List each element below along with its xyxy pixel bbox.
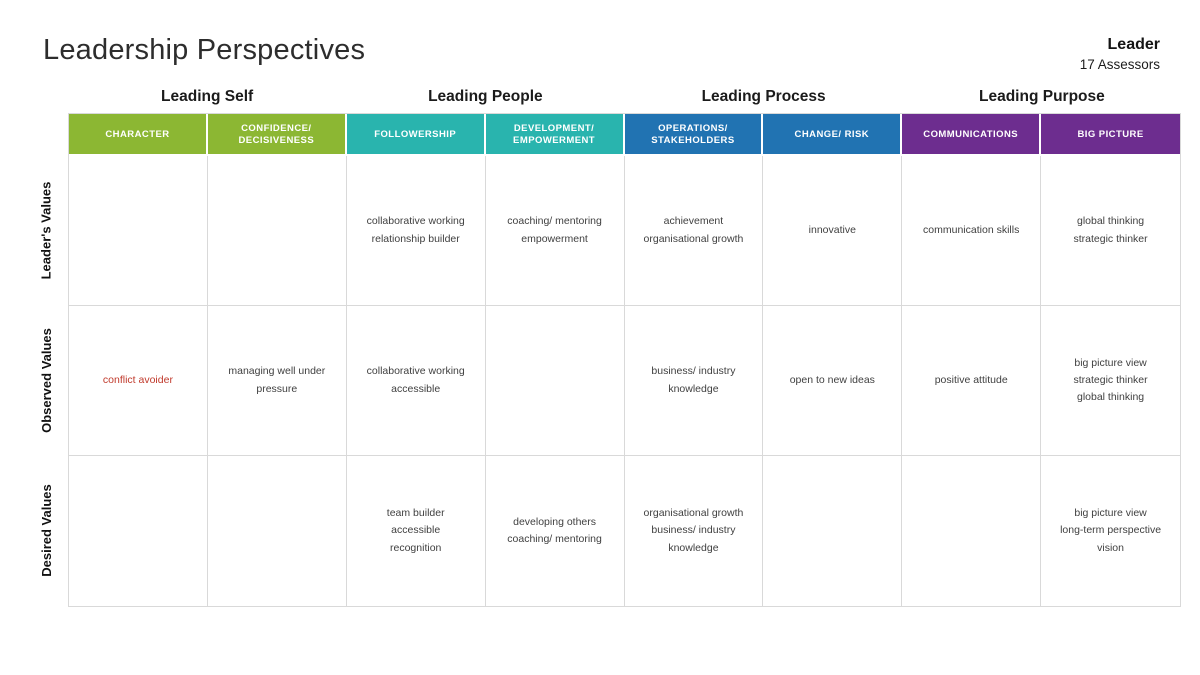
cell-value-line: innovative <box>808 223 856 236</box>
matrix-cell-r2-c7: positive attitude <box>902 306 1042 456</box>
cell-value-line: coaching/ mentoring <box>507 533 602 545</box>
matrix-cell-r2-c4 <box>485 306 625 456</box>
cell-value-line: team builder <box>386 507 445 520</box>
matrix-cell-r3-c7 <box>902 456 1042 606</box>
assessee-block: Leader 17 Assessors <box>1080 36 1160 72</box>
cell-value-line: business/ industry knowledge <box>651 365 736 395</box>
cell-value-line: communication skills <box>923 223 1020 236</box>
cell-value-line: accessible <box>391 382 441 395</box>
cell-value-line: organisational growth <box>643 232 744 245</box>
matrix-cell-r3-c4: developing others coaching/ mentoring <box>485 456 625 606</box>
cell-value-line: empowerment <box>521 232 588 245</box>
cell-value-line: managing well under pressure <box>228 365 326 395</box>
group-headers: Leading Self Leading People Leading Proces… <box>68 88 1181 106</box>
matrix-cell-r1-c6: innovative <box>763 156 903 306</box>
matrix-cell-r1-c3: collaborative working relationship builde… <box>346 156 486 306</box>
column-header-change-risk: CHANGE/ RISK <box>763 114 903 156</box>
cell-value-line: relationship builder <box>371 232 460 245</box>
matrix-cell-r3-c3: team builder accessible recognition <box>346 456 486 606</box>
cell-value-line: strategic thinker <box>1073 232 1148 245</box>
cell-value-line: global thinking <box>1076 391 1145 404</box>
matrix-cell-r3-c8: big picture view long-term perspective vis… <box>1041 456 1180 606</box>
cell-value-line: achievement <box>663 215 724 228</box>
matrix-cell-r1-c8: global thinking strategic thinker <box>1041 156 1180 306</box>
column-header-operations-stakeholders: OPERATIONS/ STAKEHOLDERS <box>624 114 764 156</box>
cell-value-line: organisational growth <box>643 507 744 520</box>
cell-value-line: accessible <box>391 524 441 537</box>
matrix-cell-r1-c7: communication skills <box>902 156 1042 306</box>
cell-value-line: collaborative working <box>366 215 465 228</box>
matrix-cell-r2-c6: open to new ideas <box>763 306 903 456</box>
matrix-cell-r1-c4: coaching/ mentoring empowerment <box>485 156 625 306</box>
cell-value-line: conflict avoider <box>102 373 173 386</box>
column-header-communications: COMMUNICATIONS <box>902 114 1042 156</box>
matrix-cell-r3-c1 <box>69 456 208 606</box>
cell-value-line: coaching/ mentoring <box>507 215 602 228</box>
row-label-desired-values: Desired Values <box>26 455 66 605</box>
row-label-text: Observed Values <box>38 327 54 433</box>
assessors-count: 17 Assessors <box>1079 57 1160 72</box>
matrix-cell-r1-c1 <box>69 156 208 306</box>
cell-value-line: positive attitude <box>934 373 1008 386</box>
row-label-text: Leader's Values <box>38 181 54 279</box>
column-header-confidence-decisiveness: CONFIDENCE/ DECISIVENESS <box>207 114 347 156</box>
column-header-development-empowerment: DEVELOPMENT/ EMPOWERMENT <box>485 114 625 156</box>
matrix-cell-r2-c5: business/ industry knowledge <box>624 306 764 456</box>
matrix-grid: CHARACTER CONFIDENCE/ DECISIVENESS FOLLOWE… <box>68 113 1181 607</box>
group-label-leading-people: Leading People <box>428 88 543 105</box>
matrix-cell-r2-c3: collaborative working accessible <box>346 306 486 456</box>
leadership-matrix: CHARACTER CONFIDENCE/ DECISIVENESS FOLLOWE… <box>68 113 1181 607</box>
cell-value-line: global thinking <box>1076 215 1145 228</box>
matrix-cell-r3-c6 <box>763 456 903 606</box>
cell-value-line: collaborative working <box>366 365 465 378</box>
column-header-big-picture: BIG PICTURE <box>1041 114 1180 156</box>
group-label-leading-purpose: Leading Purpose <box>979 88 1105 105</box>
group-label-leading-self: Leading Self <box>161 88 254 105</box>
matrix-cell-r3-c5: organisational growth business/ industry … <box>624 456 764 606</box>
row-labels: Leader's Values Observed Values Desired Va… <box>26 155 66 605</box>
cell-value-line: big picture view <box>1074 507 1147 520</box>
cell-value-line: recognition <box>390 541 442 554</box>
matrix-cell-r2-c2: managing well under pressure <box>207 306 347 456</box>
cell-value-line: vision <box>1097 541 1124 554</box>
cell-value-line: open to new ideas <box>789 373 875 386</box>
matrix-cell-r1-c5: achievement organisational growth <box>624 156 764 306</box>
row-label-observed-values: Observed Values <box>26 305 66 455</box>
assessee-name: Leader <box>1107 36 1160 53</box>
cell-value-line: developing others <box>513 515 597 528</box>
cell-value-line: business/ industry knowledge <box>651 524 736 554</box>
matrix-cell-r3-c2 <box>207 456 347 606</box>
group-label-leading-process: Leading Process <box>701 88 826 105</box>
row-label-text: Desired Values <box>38 483 54 577</box>
matrix-cell-r2-c1: conflict avoider <box>69 306 208 456</box>
cell-value-line: big picture view <box>1074 356 1147 369</box>
matrix-cell-r2-c8: big picture view strategic thinker global … <box>1041 306 1180 456</box>
cell-value-line: long-term perspective <box>1060 524 1162 537</box>
page-title: Leadership Perspectives <box>43 34 366 66</box>
row-label-leader-s-values: Leader's Values <box>26 155 66 305</box>
column-header-character: CHARACTER <box>69 114 208 156</box>
cell-value-line: strategic thinker <box>1073 373 1148 386</box>
column-header-followership: FOLLOWERSHIP <box>346 114 486 156</box>
matrix-cell-r1-c2 <box>207 156 347 306</box>
